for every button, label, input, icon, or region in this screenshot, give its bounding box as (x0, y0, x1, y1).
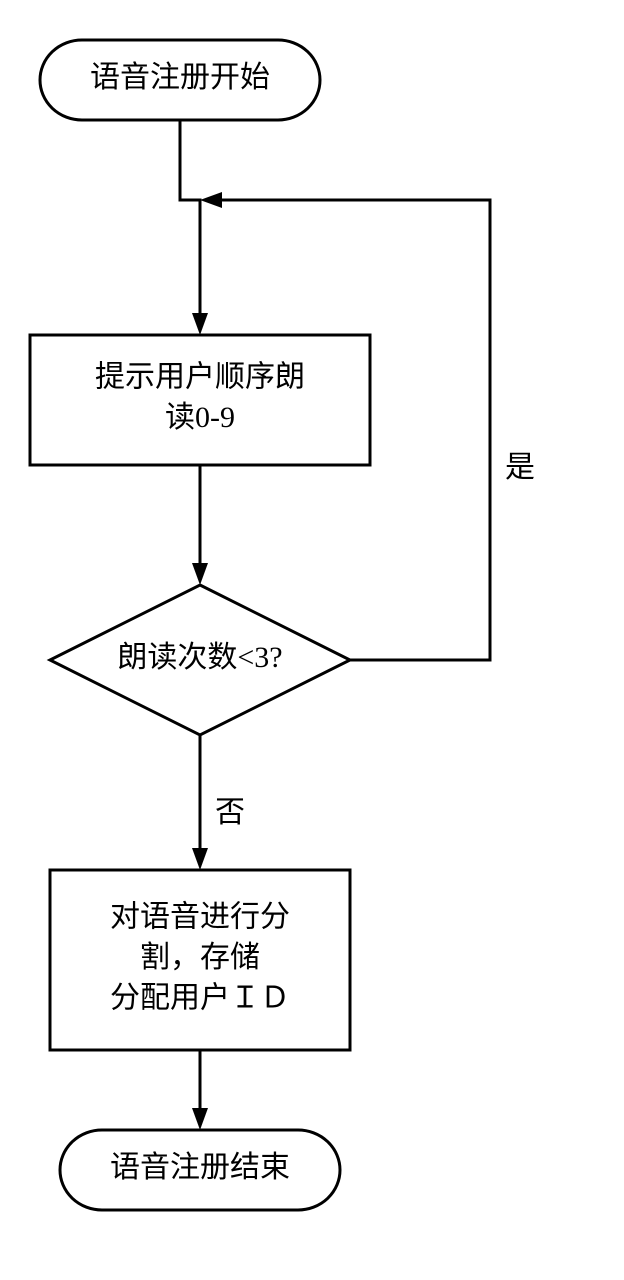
node-end-label: 语音注册结束 (110, 1151, 290, 1184)
node-prompt-label: 提示用户顺序朗 (95, 361, 305, 394)
arrowhead (192, 848, 208, 870)
arrowhead (192, 563, 208, 585)
node-start: 语音注册开始 (40, 40, 320, 120)
node-end: 语音注册结束 (60, 1130, 340, 1210)
node-process-label: 对语音进行分 (110, 900, 290, 933)
node-prompt-label: 读0-9 (165, 401, 235, 434)
edge-4-label: 是 (505, 451, 535, 484)
arrowhead (200, 192, 222, 208)
node-decide: 朗读次数<3? (50, 585, 350, 735)
edge-2-label: 否 (215, 796, 245, 829)
arrowhead (192, 313, 208, 335)
node-prompt: 提示用户顺序朗读0-9 (30, 335, 370, 465)
arrowhead (192, 1108, 208, 1130)
node-process: 对语音进行分割，存储分配用户ＩＤ (50, 870, 350, 1050)
node-start-label: 语音注册开始 (90, 61, 270, 94)
node-process-label: 分配用户ＩＤ (110, 981, 290, 1014)
edge-0 (180, 120, 200, 322)
node-process-label: 割，存储 (140, 941, 260, 974)
node-decide-label: 朗读次数<3? (117, 641, 282, 674)
